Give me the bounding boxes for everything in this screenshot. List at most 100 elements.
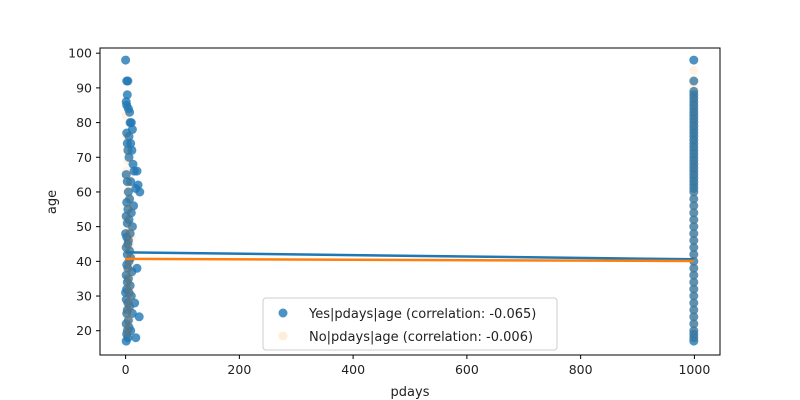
data-point bbox=[123, 329, 133, 339]
x-tick-label: 400 bbox=[341, 362, 365, 377]
data-point bbox=[122, 187, 132, 197]
data-point bbox=[689, 208, 699, 218]
data-point bbox=[125, 204, 135, 214]
data-point bbox=[689, 97, 699, 107]
data-point bbox=[127, 145, 137, 155]
data-point bbox=[123, 156, 133, 166]
axes-frame bbox=[99, 47, 721, 356]
data-point bbox=[689, 215, 699, 225]
data-point bbox=[126, 222, 136, 232]
regression-line-1 bbox=[125, 257, 694, 263]
data-point bbox=[122, 295, 132, 304]
data-point bbox=[689, 76, 699, 86]
data-point bbox=[689, 222, 699, 232]
data-point bbox=[689, 187, 699, 197]
data-point bbox=[122, 305, 132, 315]
data-point bbox=[123, 322, 133, 332]
legend-label-no: No|pdays|age (correlation: -0.006) bbox=[309, 330, 533, 345]
data-point bbox=[689, 173, 699, 183]
data-point bbox=[689, 270, 699, 280]
data-point bbox=[689, 243, 699, 252]
data-point bbox=[125, 315, 135, 325]
y-tick-label: 50 bbox=[76, 219, 92, 234]
data-point bbox=[131, 333, 141, 343]
data-point bbox=[127, 222, 137, 232]
data-point bbox=[125, 260, 135, 270]
data-point bbox=[126, 270, 136, 280]
data-point bbox=[689, 277, 699, 287]
data-point bbox=[124, 308, 134, 318]
data-point bbox=[689, 152, 699, 162]
data-point bbox=[122, 267, 132, 277]
data-point bbox=[126, 291, 136, 301]
x-tick-label: 800 bbox=[569, 362, 593, 377]
data-point bbox=[689, 333, 699, 343]
data-point bbox=[125, 281, 135, 291]
data-point bbox=[689, 284, 699, 294]
data-point bbox=[689, 208, 699, 218]
legend-marker-no bbox=[278, 331, 288, 341]
data-point bbox=[689, 336, 699, 346]
data-point bbox=[689, 243, 699, 252]
y-tick-label: 40 bbox=[76, 254, 92, 269]
data-point bbox=[121, 229, 131, 239]
data-point bbox=[689, 312, 699, 322]
data-point bbox=[123, 211, 133, 221]
data-point bbox=[123, 312, 133, 322]
data-point bbox=[689, 66, 699, 75]
data-point bbox=[689, 55, 699, 65]
data-point bbox=[122, 277, 132, 287]
data-point bbox=[689, 145, 699, 155]
data-point bbox=[122, 326, 132, 336]
data-point bbox=[122, 319, 132, 329]
data-point bbox=[689, 201, 699, 211]
data-point bbox=[121, 55, 131, 65]
legend: Yes|pdays|age (correlation: -0.065) No|p… bbox=[262, 297, 558, 351]
data-point bbox=[689, 284, 699, 294]
data-point bbox=[126, 232, 136, 242]
data-point bbox=[689, 159, 699, 169]
data-point bbox=[689, 138, 699, 148]
data-point bbox=[689, 298, 699, 308]
y-tick-label: 70 bbox=[76, 150, 92, 165]
data-point bbox=[123, 187, 133, 197]
data-point bbox=[689, 326, 699, 336]
data-point bbox=[689, 229, 699, 239]
data-point bbox=[689, 118, 699, 128]
data-point bbox=[122, 229, 132, 239]
data-point bbox=[689, 76, 699, 86]
data-point bbox=[124, 132, 134, 141]
regression-line-0 bbox=[125, 251, 694, 261]
data-point bbox=[689, 104, 699, 114]
data-point bbox=[132, 166, 142, 176]
y-axis-label: age bbox=[45, 190, 60, 214]
data-point bbox=[123, 288, 133, 298]
data-point bbox=[689, 194, 699, 204]
data-point bbox=[125, 107, 135, 117]
data-point bbox=[123, 201, 133, 211]
data-point bbox=[689, 319, 699, 329]
data-point bbox=[689, 201, 699, 211]
axis-ticks: 0 200 400 600 800 1000 20 30 40 50 60 70 80 90 100 bbox=[68, 46, 710, 377]
data-point bbox=[121, 111, 131, 121]
data-point bbox=[121, 288, 131, 298]
data-point bbox=[125, 298, 135, 308]
y-tick-label: 90 bbox=[76, 80, 92, 95]
x-axis-label: pdays bbox=[391, 385, 430, 400]
data-point bbox=[123, 173, 133, 183]
data-point bbox=[126, 177, 136, 187]
data-point bbox=[689, 187, 699, 197]
data-point bbox=[689, 215, 699, 225]
data-point bbox=[689, 291, 699, 301]
data-point bbox=[131, 184, 141, 193]
data-point bbox=[689, 270, 699, 280]
data-point bbox=[689, 319, 699, 329]
data-point bbox=[122, 243, 132, 252]
data-point bbox=[689, 305, 699, 315]
legend-label-yes: Yes|pdays|age (correlation: -0.065) bbox=[308, 307, 536, 322]
data-point bbox=[127, 308, 137, 318]
data-point bbox=[689, 132, 699, 141]
data-point bbox=[126, 138, 136, 148]
series-1 bbox=[121, 66, 699, 343]
